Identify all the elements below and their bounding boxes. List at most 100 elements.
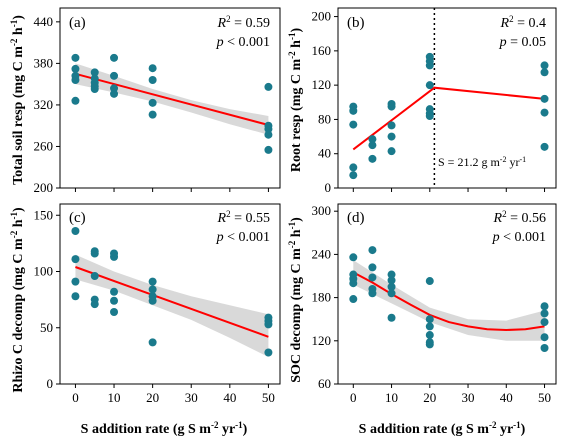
data-point: [540, 333, 549, 342]
data-point: [540, 108, 549, 117]
y-tick-label: 120: [312, 77, 332, 92]
y-tick-label: 40: [318, 146, 331, 161]
data-point: [425, 61, 434, 70]
data-point: [148, 296, 157, 305]
data-point: [387, 147, 396, 156]
data-point: [71, 96, 80, 105]
x-tick-label: 20: [146, 390, 159, 405]
data-point: [349, 295, 358, 304]
y-axis-label-c: Rhizo C decomp (mg C m-2 h-1): [9, 207, 26, 393]
confidence-band: [353, 260, 545, 341]
y-tick-label: 100: [34, 264, 54, 279]
data-point: [148, 110, 157, 119]
x-tick-label: 50: [262, 390, 275, 405]
data-point: [110, 84, 119, 93]
data-point: [90, 85, 99, 93]
y-tick-label: 60: [318, 376, 331, 391]
x-tick-label: 50: [538, 390, 551, 405]
data-point: [71, 53, 80, 62]
data-point: [264, 145, 273, 154]
data-point: [90, 272, 99, 280]
y-tick-label: 260: [34, 138, 54, 153]
data-point: [387, 289, 396, 298]
data-point: [368, 141, 377, 150]
data-point: [349, 253, 358, 262]
data-point: [148, 338, 157, 347]
y-tick-label: 80: [318, 111, 331, 126]
data-point: [387, 313, 396, 322]
data-point: [387, 276, 396, 285]
x-tick-label: 40: [500, 390, 513, 405]
data-point: [110, 308, 119, 316]
data-point: [71, 292, 80, 301]
y-tick-label: 380: [34, 55, 54, 70]
r-squared: R2 = 0.4: [500, 14, 546, 31]
y-tick-label: 440: [34, 14, 54, 29]
r-squared: R2 = 0.56: [493, 209, 546, 226]
y-tick-label: 150: [34, 207, 54, 222]
data-point: [425, 331, 434, 340]
data-point: [387, 282, 396, 291]
data-point: [71, 64, 80, 73]
x-tick-label: 10: [108, 390, 121, 405]
data-point: [425, 322, 434, 331]
data-point: [540, 68, 549, 77]
data-point: [540, 142, 549, 151]
plot-frame: [59, 203, 281, 385]
data-point: [71, 227, 80, 235]
data-point: [349, 120, 358, 129]
data-point: [71, 76, 80, 84]
fit-line: [352, 271, 545, 332]
y-tick-label: 200: [312, 9, 332, 24]
y-tick-label: 0: [325, 180, 332, 195]
data-point: [349, 163, 358, 172]
data-point: [264, 130, 273, 139]
data-point: [368, 273, 377, 282]
data-point: [148, 64, 157, 73]
plot-frame: [337, 203, 557, 385]
data-point: [540, 309, 549, 318]
x-tick-label: 0: [72, 390, 79, 405]
x-tick-label: 10: [385, 390, 398, 405]
data-point: [264, 320, 273, 329]
data-point: [110, 252, 119, 261]
y-tick-label: 240: [312, 246, 332, 261]
data-point: [148, 285, 157, 294]
data-point: [349, 171, 358, 180]
x-axis-label-d: S addition rate (g S m-2 yr-1): [359, 420, 526, 437]
p-value: p = 0.05: [499, 35, 546, 50]
data-point: [110, 53, 119, 62]
p-value: p < 0.001: [492, 230, 546, 245]
data-point: [148, 98, 157, 107]
r-squared: R2 = 0.59: [217, 14, 270, 31]
p-value: p < 0.001: [216, 230, 270, 245]
plot-frame: [337, 7, 557, 189]
fit-line: [75, 72, 269, 126]
data-point: [387, 132, 396, 141]
x-tick-label: 30: [462, 390, 475, 405]
data-point: [71, 277, 80, 286]
data-point: [349, 106, 358, 115]
x-tick-label: 40: [223, 390, 236, 405]
data-point: [148, 76, 157, 84]
panel-c: 0 50 100 150 0 10 20 30 40 50 (c) R2 = 0.55 p < 0…: [34, 203, 281, 405]
y-axis-label-b: Root resp (mg C m-2 h-1): [287, 28, 304, 173]
data-point: [387, 102, 396, 111]
data-point: [110, 71, 119, 80]
data-point: [349, 279, 358, 288]
data-point: [540, 344, 549, 352]
fit-line: [75, 266, 269, 338]
data-point: [540, 302, 549, 311]
panel-label: (c): [69, 210, 86, 226]
data-point: [71, 255, 80, 264]
x-axis-label-c: S addition rate (g S m-2 yr-1): [81, 420, 248, 437]
fit-line: [352, 86, 545, 151]
data-point: [368, 263, 377, 272]
confidence-band: [75, 254, 269, 357]
y-tick-label: 320: [34, 97, 54, 112]
y-tick-label: 300: [312, 203, 332, 218]
data-point: [110, 89, 119, 98]
data-point: [425, 112, 434, 120]
y-tick-label: 200: [34, 180, 54, 195]
